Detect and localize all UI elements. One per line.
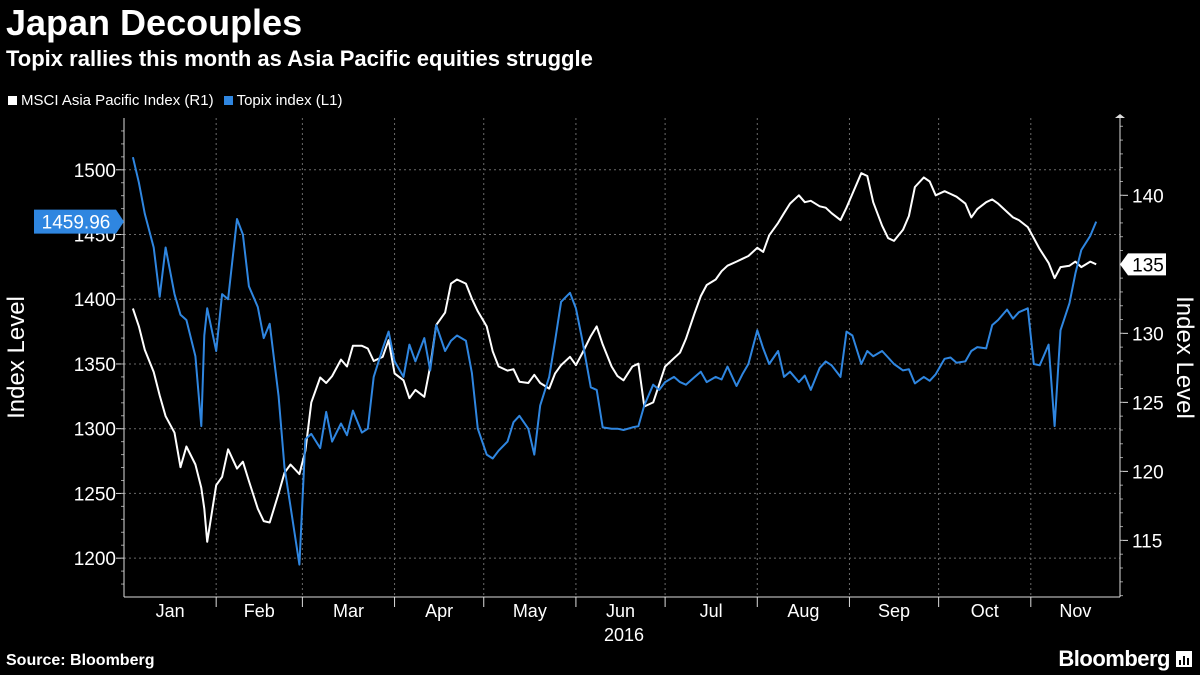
x-tick-label: Jan: [156, 601, 185, 621]
y-left-axis-title: Index Level: [3, 296, 30, 419]
x-tick-label: Aug: [787, 601, 819, 621]
msci-last-value-label: 135: [1120, 253, 1166, 276]
source-note: Source: Bloomberg: [6, 652, 155, 669]
legend-swatch-msci: [8, 96, 17, 105]
y-right-tick-label: 120: [1132, 462, 1164, 483]
legend: MSCI Asia Pacific Index (R1) Topix index…: [8, 92, 342, 109]
x-tick-label: Jul: [700, 601, 723, 621]
x-tick-label: Feb: [244, 601, 275, 621]
legend-item-topix: Topix index (L1): [223, 92, 343, 109]
y-right-axis-title: Index Level: [1171, 296, 1198, 419]
y-left-tick-label: 1250: [74, 484, 116, 505]
topix-last-value-badge: [34, 209, 124, 234]
brand-logo: Bloomberg: [1058, 646, 1192, 672]
x-tick-label: Nov: [1059, 601, 1091, 621]
brand-wordmark: Bloomberg: [1058, 646, 1170, 671]
y-right-tick-label: 130: [1132, 324, 1164, 345]
y-left-tick-label: 1200: [74, 549, 116, 570]
y-left-tick-label: 1350: [74, 355, 116, 376]
y-right-tick-label: 115: [1132, 531, 1162, 552]
y-left-tick-label: 1500: [74, 161, 116, 182]
axis-arrow: [1115, 114, 1125, 118]
msci-last-value-badge: [1120, 253, 1166, 276]
x-tick-label: Jun: [606, 601, 635, 621]
legend-swatch-topix: [223, 96, 233, 105]
legend-item-msci: MSCI Asia Pacific Index (R1): [8, 92, 214, 109]
topix-last-value-label: 1459.96: [34, 209, 124, 234]
y-left-tick-label: 1300: [74, 420, 116, 441]
x-tick-label: Apr: [425, 601, 453, 621]
topix-series-line: [131, 156, 1098, 566]
topix-last-value-text: 1459.96: [42, 213, 111, 234]
x-year-label: 2016: [604, 625, 644, 645]
x-tick-label: Sep: [878, 601, 910, 621]
legend-label-topix: Topix index (L1): [236, 92, 343, 109]
x-tick-label: Mar: [333, 601, 364, 621]
terminal-icon: [1176, 651, 1192, 667]
axes: [116, 114, 1128, 607]
msci-series-line: [131, 172, 1097, 543]
series-layer: [131, 156, 1098, 566]
chart-subtitle: Topix rallies this month as Asia Pacific…: [6, 46, 593, 71]
msci-last-value-text: 135: [1132, 255, 1164, 276]
grid: [124, 118, 1120, 597]
y-left-tick-label: 1400: [74, 290, 116, 311]
x-tick-label: May: [513, 601, 547, 621]
y-right-tick-label: 125: [1132, 393, 1164, 414]
legend-label-msci: MSCI Asia Pacific Index (R1): [21, 92, 214, 109]
chart-title: Japan Decouples: [6, 2, 303, 43]
x-tick-label: Oct: [971, 601, 999, 621]
axis-labels: Jan Feb Mar Apr May Jun Jul Aug Sep Oct Nov 2016 120…: [3, 161, 1198, 645]
y-right-tick-label: 140: [1132, 186, 1164, 207]
